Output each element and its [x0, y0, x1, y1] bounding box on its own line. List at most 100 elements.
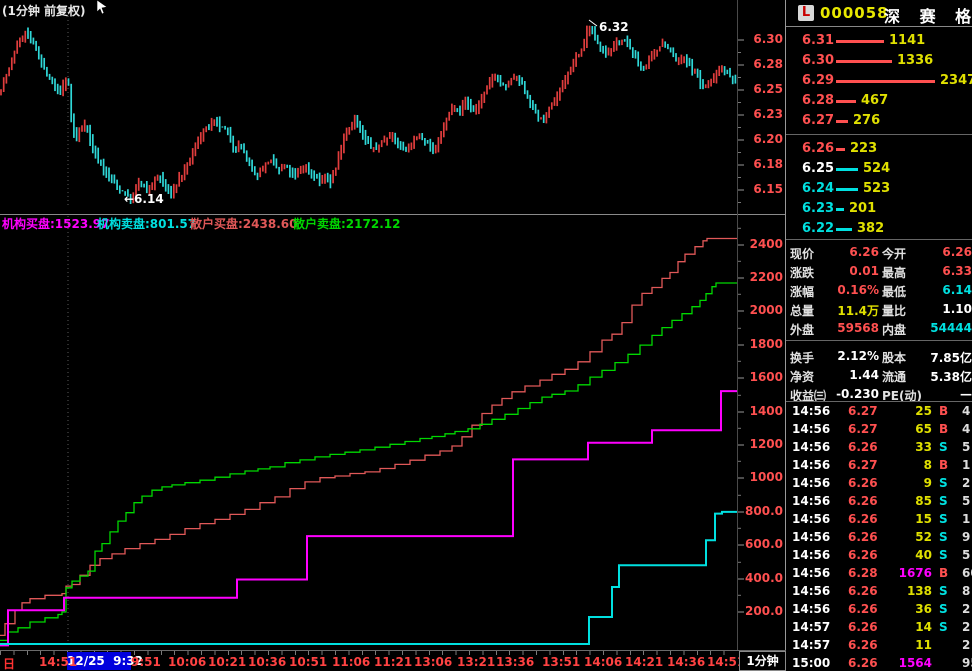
time-label: 10:21	[208, 655, 247, 669]
tick-by-tick-list[interactable]: 14:56 6.27 25 B 4 14:56 6.27 65 B 4 14:56 6.26 33 S 5 1…	[786, 403, 972, 671]
stat-value: 2.12%	[837, 349, 879, 363]
time-label: 13:36	[496, 655, 535, 669]
stat-value: 5.38亿	[930, 370, 972, 384]
stat-row: 外盘 59568 内盘 54444	[786, 321, 972, 337]
tick-time: 14:57	[792, 638, 831, 652]
tick-volume: 11	[915, 638, 932, 652]
stat-value: 11.4万	[837, 304, 879, 318]
day-period-label[interactable]: 日	[3, 657, 16, 671]
bid-row[interactable]: 6.22 382	[786, 221, 972, 237]
ask-row[interactable]: 6.30 1336	[786, 53, 972, 69]
stat-label: 换手	[790, 351, 815, 365]
ask-row[interactable]: 6.31 1141	[786, 33, 972, 49]
tick-side: S	[939, 548, 948, 562]
stat-label: 现价	[790, 247, 815, 261]
tick-time: 14:56	[792, 422, 831, 436]
value-axis-label: 1000	[749, 470, 783, 484]
tick-side: S	[939, 584, 948, 598]
tick-side: B	[939, 404, 949, 418]
tick-side: B	[939, 566, 949, 580]
tick-price: 6.26	[848, 584, 878, 598]
tick-price: 6.27	[848, 422, 878, 436]
line-散户卖盘	[0, 282, 737, 642]
tick-side: B	[939, 458, 949, 472]
tick-volume: 40	[915, 548, 932, 562]
stats-divider-2	[786, 401, 972, 402]
bid-price: 6.23	[802, 201, 835, 216]
time-label: 10:36	[248, 655, 287, 669]
value-axis-label: 2000	[749, 303, 783, 317]
tick-extra: 2	[962, 602, 971, 616]
tick-time: 14:56	[792, 494, 831, 508]
stat-value: 0.01	[849, 264, 879, 278]
tick-row: 14:56 6.26 138 S 8	[786, 584, 972, 600]
tick-volume: 36	[915, 602, 932, 616]
bid-row[interactable]: 6.23 201	[786, 201, 972, 217]
tick-price: 6.26	[848, 620, 878, 634]
tick-volume: 9	[923, 476, 932, 490]
ask-row[interactable]: 6.28 467	[786, 93, 972, 109]
ask-row[interactable]: 6.27 276	[786, 113, 972, 129]
line-机构卖盘	[0, 510, 737, 645]
time-label: 14:51	[707, 655, 746, 669]
stat-value: 7.85亿	[930, 351, 972, 365]
tick-price: 6.26	[848, 638, 878, 652]
stat-label: PE(动)	[882, 389, 922, 403]
tick-row: 15:00 6.26 1564 95	[786, 656, 972, 671]
stock-code[interactable]: 000058	[820, 4, 889, 22]
tick-row: 14:56 6.26 36 S 2	[786, 602, 972, 618]
tick-time: 14:56	[792, 404, 831, 418]
tick-extra: 5	[962, 494, 971, 508]
stat-value: 6.26	[849, 245, 879, 259]
price-axis-label: 6.20	[753, 132, 783, 146]
tick-volume: 1564	[898, 656, 932, 670]
fund-flow-lines-chart[interactable]	[0, 214, 737, 650]
stat-label: 收益㈢	[790, 389, 827, 403]
stat-value: 6.14	[942, 283, 972, 297]
ask-price: 6.31	[802, 33, 835, 48]
ask-row[interactable]: 6.29 2347	[786, 73, 972, 89]
tick-side: S	[939, 530, 948, 544]
bid-row[interactable]: 6.24 523	[786, 181, 972, 197]
ask-price: 6.27	[802, 113, 835, 128]
tick-time: 14:56	[792, 566, 831, 580]
tick-extra: 2	[962, 476, 971, 490]
bid-volume: 382	[857, 221, 885, 236]
candlestick-chart[interactable]: 6.32 ←6.14	[0, 0, 737, 214]
svg-text:←6.14: ←6.14	[124, 192, 164, 206]
stat-value: -0.230	[836, 387, 879, 401]
time-label: 10:51	[289, 655, 328, 669]
indicator-label-0: 机构买盘:1523.97	[2, 217, 110, 231]
tick-volume: 14	[915, 620, 932, 634]
tick-price: 6.26	[848, 656, 878, 670]
tick-extra: 1	[962, 512, 971, 526]
bid-price: 6.22	[802, 221, 835, 236]
stat-label: 净资	[790, 370, 815, 384]
bid-row[interactable]: 6.25 524	[786, 161, 972, 177]
tick-extra: 2	[962, 620, 971, 634]
header-divider	[786, 26, 972, 27]
bid-volume-bar	[836, 188, 858, 191]
price-axis-label: 6.25	[753, 82, 783, 96]
tick-time: 14:56	[792, 530, 831, 544]
bid-volume: 201	[849, 201, 877, 216]
tick-row: 14:56 6.26 40 S 5	[786, 548, 972, 564]
tick-row: 14:56 6.27 65 B 4	[786, 422, 972, 438]
tick-volume: 15	[915, 512, 932, 526]
ask-volume-bar	[836, 120, 848, 123]
tick-time: 15:00	[792, 656, 831, 670]
bid-row[interactable]: 6.26 223	[786, 141, 972, 157]
stock-name[interactable]: 深 赛 格	[884, 7, 972, 26]
tick-row: 14:56 6.26 15 S 1	[786, 512, 972, 528]
bid-price: 6.24	[802, 181, 835, 196]
svg-text:6.32: 6.32	[599, 20, 629, 34]
value-axis-label: 2200	[749, 270, 783, 284]
period-selector[interactable]: 1分钟	[739, 651, 786, 671]
tick-volume: 65	[915, 422, 932, 436]
bid-price: 6.25	[802, 161, 835, 176]
right-panel-border	[785, 0, 786, 671]
panel-divider	[0, 214, 786, 215]
tick-extra: 95	[962, 656, 972, 670]
value-axis-label: 1200	[749, 437, 783, 451]
stat-label: 外盘	[790, 323, 815, 337]
